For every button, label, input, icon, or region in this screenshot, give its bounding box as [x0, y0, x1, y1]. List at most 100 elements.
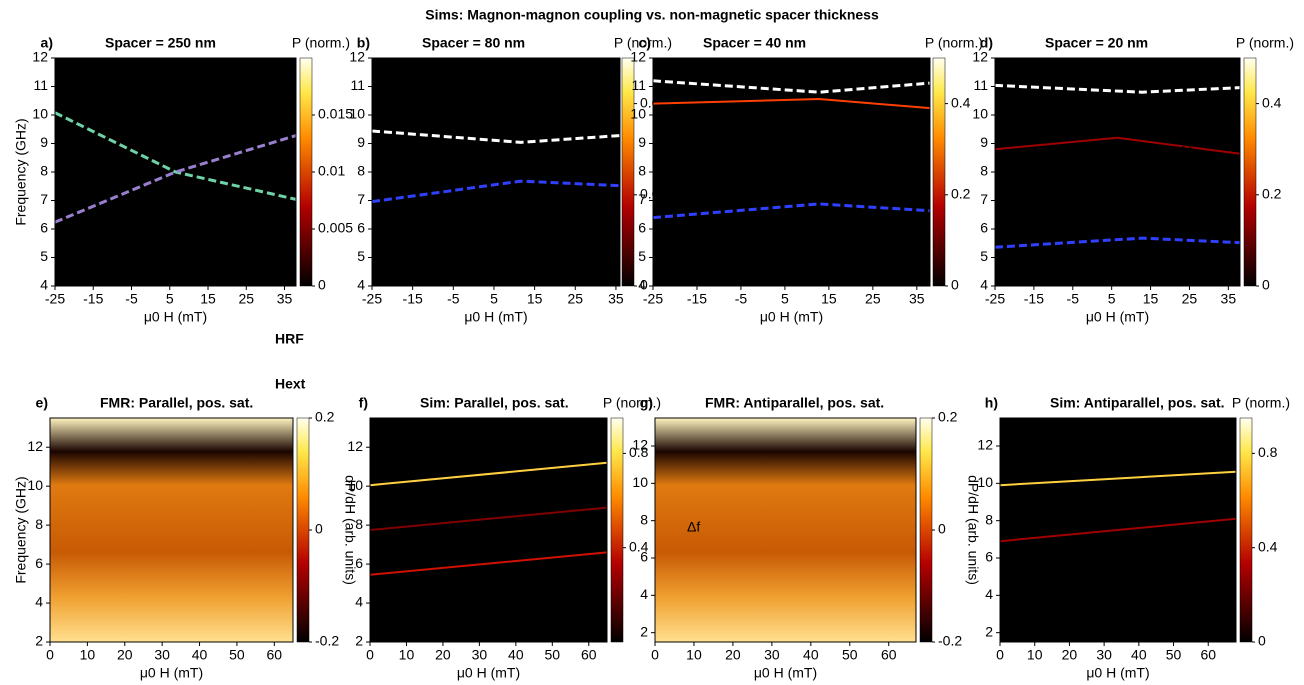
x-tick-label: 35 [608, 291, 624, 307]
x-tick-label: 10 [80, 647, 96, 663]
mode-curve [994, 136, 1241, 155]
y-tick-label: 10 [32, 106, 48, 122]
x-tick-label: 20 [725, 647, 741, 663]
x-tick-label: 60 [1200, 647, 1216, 663]
x-tick-label: 50 [842, 647, 858, 663]
x-axis-label: μ0 H (mT) [754, 665, 817, 681]
x-tick-label: -25 [643, 291, 663, 307]
mode-curve [994, 83, 1241, 94]
x-tick-label: 25 [865, 291, 881, 307]
panel-label: c) [639, 35, 651, 51]
x-tick-label: 20 [435, 647, 451, 663]
y-tick-label: 5 [40, 248, 48, 264]
delta-f-label: Δf [1032, 519, 1045, 535]
panel-title: Spacer = 20 nm [1045, 35, 1148, 51]
field-label: Hext [275, 376, 306, 392]
panel-title: FMR: Parallel, pos. sat. [100, 395, 253, 411]
delta-f-label: Δf [687, 519, 700, 535]
colorbar-tick-label: 0.005 [318, 220, 353, 236]
panel-label: b) [357, 35, 370, 51]
x-tick-label: 15 [200, 291, 216, 307]
y-tick-label: 8 [40, 163, 48, 179]
y-tick-label: 9 [40, 134, 48, 150]
x-tick-label: 60 [881, 647, 897, 663]
y-tick-label: 6 [35, 555, 43, 571]
y-tick-label: 10 [27, 477, 43, 493]
panel-label: d) [980, 35, 993, 51]
mode-curve [371, 179, 621, 204]
y-tick-label: 2 [35, 633, 43, 649]
y-tick-label: 10 [632, 474, 648, 490]
panel-label: e) [36, 395, 48, 411]
x-tick-label: 35 [277, 291, 293, 307]
panel-label: a) [41, 35, 53, 51]
heatmap [995, 58, 1240, 286]
colorbar [610, 417, 624, 643]
x-tick-label: -25 [45, 291, 65, 307]
colorbar-label: P (norm.) [603, 395, 661, 411]
panel-title: FMR: Antiparallel, pos. sat. [705, 395, 884, 411]
colorbar-label: P (norm.) [614, 35, 672, 51]
y-tick-label: 4 [355, 594, 363, 610]
x-tick-label: -25 [362, 291, 382, 307]
panel-title: Spacer = 40 nm [703, 35, 806, 51]
mode-curve [652, 202, 931, 220]
x-tick-label: 25 [238, 291, 254, 307]
x-tick-label: -5 [1067, 291, 1080, 307]
y-tick-label: 6 [980, 220, 988, 236]
panel-label: f) [359, 395, 368, 411]
x-tick-label: 35 [1221, 291, 1237, 307]
y-tick-label: 6 [985, 549, 993, 565]
y-tick-label: 11 [631, 77, 646, 93]
x-tick-label: -25 [985, 291, 1005, 307]
y-tick-label: 7 [980, 191, 988, 207]
mode-curve [999, 470, 1237, 487]
panel-title: Sim: Parallel, pos. sat. [420, 395, 569, 411]
y-tick-label: 8 [35, 516, 43, 532]
delta-f-label: Δf [1179, 143, 1192, 159]
delta-f-label: Δf [533, 143, 546, 159]
x-tick-label: 30 [764, 647, 780, 663]
mode-curve [54, 111, 297, 201]
plot-frame [999, 417, 1237, 643]
y-axis-label: Frequency (GHz) [13, 476, 29, 583]
x-tick-label: 35 [909, 291, 925, 307]
y-tick-label: 4 [357, 277, 365, 293]
y-tick-label: 7 [638, 191, 646, 207]
heatmap [372, 58, 620, 286]
x-tick-label: -5 [125, 291, 138, 307]
y-tick-label: 12 [347, 438, 363, 454]
mode-curve [54, 134, 297, 224]
y-tick-label: 4 [35, 594, 43, 610]
x-tick-label: 15 [1143, 291, 1159, 307]
mode-curve [652, 98, 931, 110]
y-tick-label: 12 [632, 437, 648, 453]
x-tick-label: 10 [1027, 647, 1043, 663]
colorbar-tick-label: 0 [640, 277, 648, 293]
x-tick-label: 0 [46, 647, 54, 663]
x-tick-label: 30 [1096, 647, 1112, 663]
x-tick-label: 60 [267, 647, 283, 663]
plot-frame [49, 417, 294, 643]
colorbar-tick-label: 0.4 [629, 538, 649, 554]
mode-curve [369, 506, 608, 531]
x-axis-label: μ0 H (mT) [760, 309, 823, 325]
panel-label: h) [985, 395, 998, 411]
colorbar-label: dP/dH (arb. units) [342, 475, 358, 585]
colorbar-tick-label: 0.2 [951, 186, 971, 202]
x-tick-label: 30 [472, 647, 488, 663]
y-tick-label: 5 [638, 248, 646, 264]
y-tick-label: 6 [355, 555, 363, 571]
y-tick-label: 7 [40, 191, 48, 207]
x-tick-label: 10 [399, 647, 415, 663]
y-tick-label: 7 [357, 191, 365, 207]
colorbar-tick-label: 0 [1258, 633, 1266, 649]
y-tick-label: 5 [357, 248, 365, 264]
colorbar [1243, 57, 1257, 287]
colorbar-tick-label: 0.4 [1258, 538, 1278, 554]
colorbar-tick-label: 0.2 [315, 409, 335, 425]
x-tick-label: 25 [567, 291, 583, 307]
x-tick-label: 15 [821, 291, 837, 307]
y-tick-label: 12 [977, 437, 993, 453]
